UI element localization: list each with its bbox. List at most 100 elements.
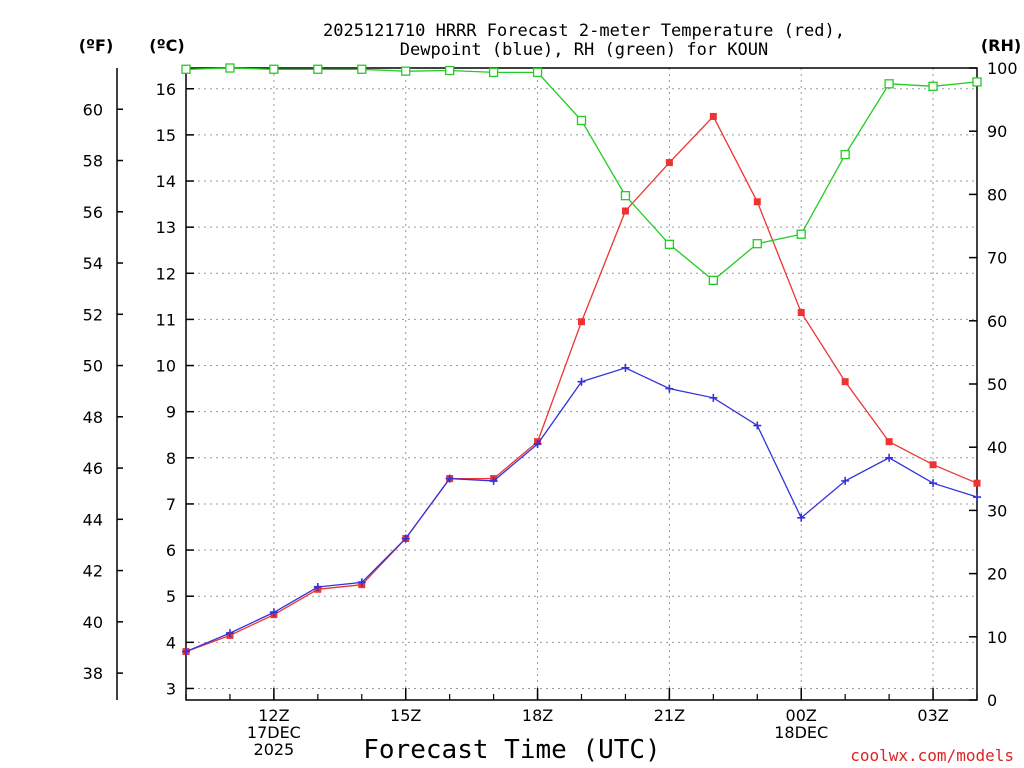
celsius-tick-label: 15 [156, 126, 176, 145]
rh-point [840, 149, 850, 160]
fahrenheit-tick-label: 38 [83, 664, 103, 683]
x-tick-label: 00Z [786, 706, 817, 725]
temperature-point [929, 461, 937, 469]
rh-tick-label: 80 [987, 185, 1007, 204]
rh-point [269, 64, 279, 74]
dewpoint-point [182, 647, 190, 656]
temperature-point [621, 207, 629, 215]
dewpoint-point [401, 534, 410, 543]
fahrenheit-tick-label: 40 [83, 613, 103, 632]
rh-point [445, 65, 455, 76]
celsius-tick-label: 7 [166, 495, 176, 514]
x-tick-label: 03Z [917, 706, 948, 725]
fahrenheit-tick-label: 60 [83, 100, 103, 119]
axes [116, 67, 978, 701]
x-tick-label: 21Z [654, 706, 685, 725]
tick-labels: 3456789101112131415163840424446485052545… [83, 59, 1018, 759]
rh-line [185, 67, 978, 282]
dewpoint-point [753, 421, 762, 430]
temperature-point [797, 308, 805, 316]
celsius-tick-label: 11 [156, 310, 176, 329]
rh-point [796, 229, 806, 239]
fahrenheit-tick-label: 48 [83, 408, 103, 427]
rh-point [401, 66, 411, 76]
temperature-point [753, 198, 761, 206]
rh-tick-label: 60 [987, 312, 1007, 331]
celsius-tick-label: 16 [156, 80, 176, 99]
fahrenheit-tick-label: 54 [83, 254, 103, 273]
celsius-tick-label: 4 [166, 633, 176, 652]
temperature-point [709, 112, 717, 120]
fahrenheit-tick-label: 56 [83, 203, 103, 222]
rh-point [357, 64, 367, 74]
dewpoint-point [313, 582, 322, 591]
rh-point [313, 64, 323, 74]
dewpoint-point [225, 629, 234, 638]
fahrenheit-tick-label: 58 [83, 152, 103, 171]
rh-point [181, 64, 191, 74]
data-series [181, 63, 982, 656]
chart-title-line-2: Dewpoint (blue), RH (green) for KOUN [400, 40, 768, 60]
x-tick-label: 12Z [258, 706, 289, 725]
dewpoint-point [709, 393, 718, 402]
rh-tick-label: 20 [987, 565, 1007, 584]
rh-tick-label: 10 [987, 628, 1007, 647]
rh-tick-label: 0 [987, 691, 997, 710]
dewpoint-point [665, 384, 674, 393]
rh-tick-label: 100 [987, 59, 1018, 78]
celsius-tick-label: 14 [156, 172, 176, 191]
x-axis-title: Forecast Time (UTC) [363, 735, 660, 765]
celsius-tick-label: 9 [166, 403, 176, 422]
rh-tick-label: 70 [987, 249, 1007, 268]
celsius-tick-label: 12 [156, 264, 176, 283]
dewpoint-point [357, 578, 366, 587]
rh-tick-label: 90 [987, 122, 1007, 141]
fahrenheit-tick-label: 52 [83, 305, 103, 324]
x-tick-label: 18DEC [774, 723, 828, 742]
celsius-tick-label: 13 [156, 218, 176, 237]
dewpoint-point [489, 476, 498, 485]
rh-tick-label: 50 [987, 375, 1007, 394]
temperature-point [885, 438, 893, 446]
dewpoint-point [445, 474, 454, 483]
celsius-tick-label: 10 [156, 357, 176, 376]
fahrenheit-tick-label: 46 [83, 459, 103, 478]
dewpoint-point [841, 476, 850, 485]
rh-point [972, 77, 982, 87]
celsius-tick-label: 6 [166, 541, 176, 560]
x-tick-label: 18Z [522, 706, 553, 725]
rh-point [620, 191, 631, 201]
rh-point [884, 79, 894, 89]
credit-link[interactable]: coolwx.com/models [850, 746, 1014, 765]
fahrenheit-tick-label: 42 [83, 562, 103, 581]
fahrenheit-tick-label: 50 [83, 357, 103, 376]
rh-point [225, 63, 235, 73]
rh-point [752, 239, 762, 249]
rh-point [708, 275, 718, 286]
celsius-tick-label: 8 [166, 449, 176, 468]
dewpoint-point [533, 439, 542, 448]
celsius-tick-label: 5 [166, 587, 176, 606]
rh-point [488, 67, 499, 78]
celsius-tick-label: 3 [166, 679, 176, 698]
rh-tick-label: 30 [987, 501, 1007, 520]
fahrenheit-unit-label: (ºF) [79, 36, 114, 55]
rh-point [532, 67, 543, 78]
dewpoint-point [621, 363, 630, 372]
rh-point [664, 239, 675, 249]
dewpoint-point [269, 608, 278, 617]
temperature-point [973, 479, 981, 487]
x-tick-label: 17DEC [247, 723, 301, 742]
dewpoint-point [885, 453, 894, 462]
temperature-point [841, 378, 849, 386]
rh-point [928, 81, 938, 91]
temperature-point [665, 159, 673, 167]
dewpoint-point [929, 479, 938, 488]
rh-unit-label: (RH) [981, 36, 1021, 55]
fahrenheit-tick-label: 44 [83, 510, 103, 529]
dewpoint-line [185, 367, 978, 653]
dewpoint-point [577, 377, 586, 386]
x-tick-label: 2025 [254, 740, 295, 759]
dewpoint-point [973, 493, 981, 502]
